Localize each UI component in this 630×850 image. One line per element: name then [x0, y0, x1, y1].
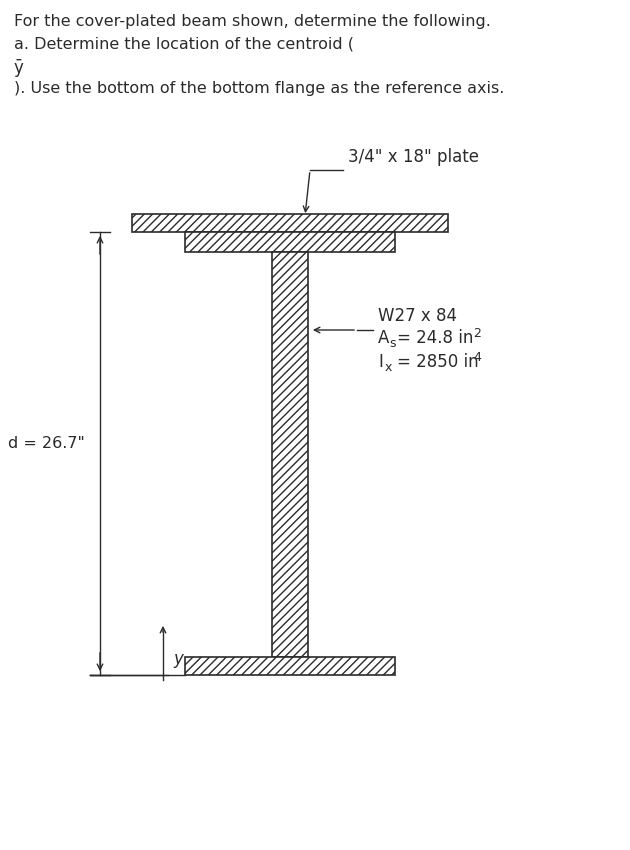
Text: d = 26.7": d = 26.7" [8, 436, 85, 451]
Text: W27 x 84: W27 x 84 [378, 307, 457, 325]
Text: For the cover-plated beam shown, determine the following.: For the cover-plated beam shown, determi… [14, 14, 491, 29]
Text: ). Use the bottom of the bottom flange as the reference axis.: ). Use the bottom of the bottom flange a… [14, 81, 505, 96]
Text: ȳ: ȳ [14, 59, 24, 77]
Text: A: A [378, 329, 389, 347]
Bar [272, 252, 308, 657]
Text: 2: 2 [473, 327, 481, 340]
Text: 4: 4 [473, 351, 481, 364]
Text: y: y [173, 650, 183, 668]
Text: I: I [378, 353, 383, 371]
Bar [185, 657, 395, 675]
Text: a. Determine the location of the centroid (: a. Determine the location of the centroi… [14, 36, 354, 51]
Text: 3/4" x 18" plate: 3/4" x 18" plate [348, 148, 479, 166]
Bar [185, 232, 395, 252]
Text: s: s [389, 337, 396, 350]
Text: = 2850 in: = 2850 in [397, 353, 479, 371]
Text: x: x [385, 361, 392, 374]
Text: = 24.8 in: = 24.8 in [397, 329, 473, 347]
Bar [132, 214, 448, 232]
